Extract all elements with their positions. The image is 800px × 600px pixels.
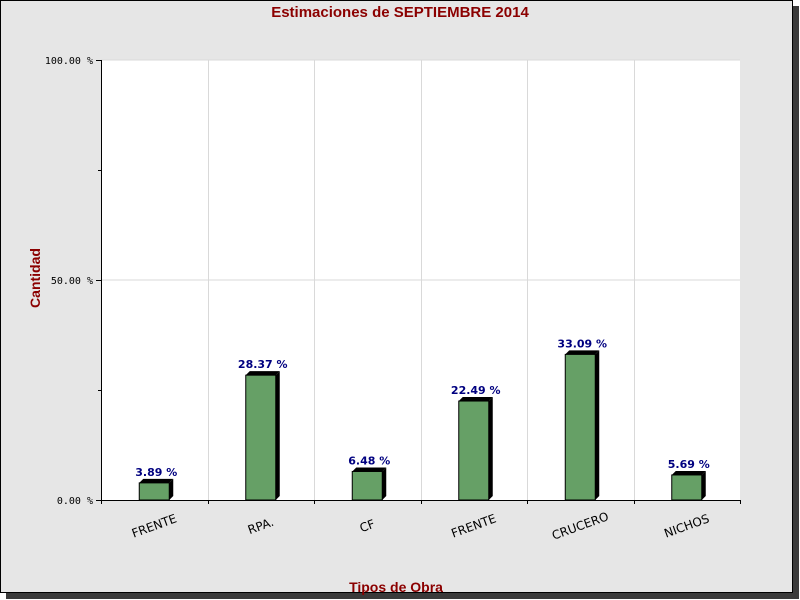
bar-side — [169, 478, 174, 500]
y-tick-label: 0.00 % — [57, 496, 93, 507]
data-label: 3.89 % — [135, 466, 177, 479]
bar-side — [488, 397, 493, 500]
bar — [245, 374, 277, 501]
bar-top — [458, 397, 493, 402]
bar — [351, 470, 383, 501]
data-label: 28.37 % — [238, 358, 288, 371]
bar-side — [275, 371, 280, 500]
x-tick-label: CRUCERO — [550, 509, 610, 542]
data-labels: 3.89 % 28.37 % 6.48 % 22.49 % 33.09 % 5.69 % — [135, 337, 710, 478]
y-tick-labels: 0.00 % 50.00 % 100.00 % — [45, 56, 93, 507]
x-tick-label: CF — [358, 517, 377, 535]
y-axis-title: Cantidad — [27, 248, 43, 308]
data-label: 33.09 % — [557, 337, 607, 350]
data-label: 5.69 % — [668, 458, 710, 471]
frame-shadow-right — [793, 6, 799, 599]
x-tick-label: RPA. — [246, 515, 276, 537]
data-label: 6.48 % — [348, 454, 390, 467]
bar-side — [701, 470, 706, 500]
x-tick-label: FRENTE — [449, 511, 498, 540]
y-tick-label: 50.00 % — [51, 276, 93, 287]
bar — [138, 482, 170, 501]
bar — [458, 400, 490, 501]
bar-top — [565, 350, 600, 355]
grid-lines — [101, 59, 740, 500]
bar-top — [139, 478, 174, 483]
x-axis-title: Tipos de Obra — [349, 579, 443, 595]
bar-side — [595, 350, 600, 500]
chart-title: Estimaciones de SEPTIEMBRE 2014 — [271, 4, 529, 21]
bar — [564, 353, 596, 501]
x-tick-label: FRENTE — [130, 511, 179, 540]
y-tick-label: 100.00 % — [45, 56, 93, 67]
bar-top — [245, 371, 280, 376]
bar — [671, 474, 703, 501]
bars — [138, 350, 706, 501]
bar-top — [671, 470, 706, 475]
data-label: 22.49 % — [451, 384, 501, 397]
frame-shadow-bottom — [6, 593, 799, 599]
x-tick-label: NICHOS — [662, 511, 711, 540]
axes — [96, 60, 741, 504]
x-tick-labels: FRENTE RPA. CF FRENTE CRUCERO NICHOS — [130, 509, 711, 542]
bar-top — [352, 467, 387, 472]
bar-side — [382, 467, 387, 500]
